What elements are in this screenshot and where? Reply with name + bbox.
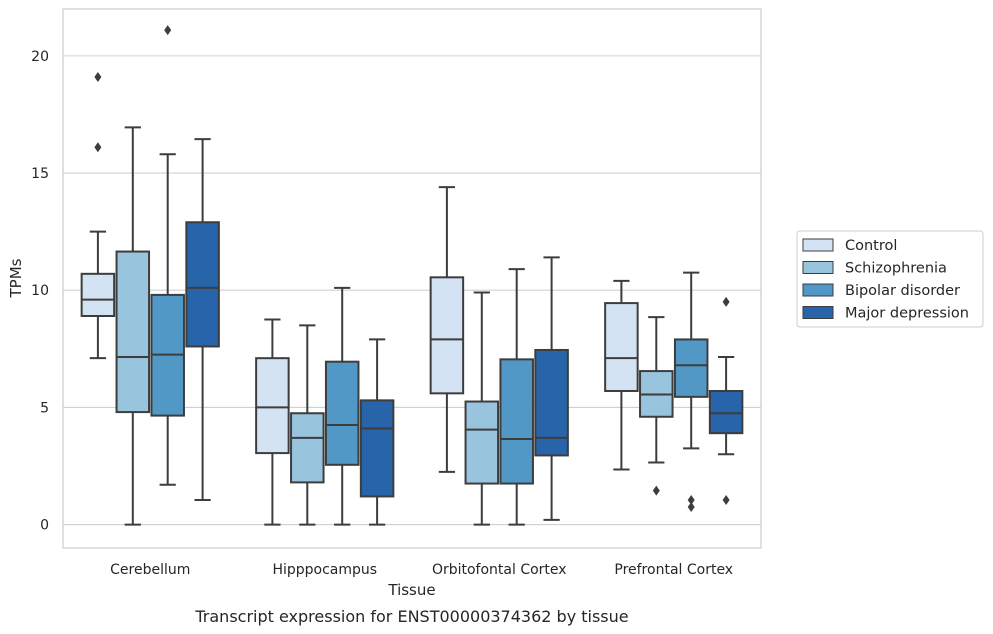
chart-caption: Transcript expression for ENST0000037436…	[194, 607, 628, 626]
legend-label: Control	[845, 238, 897, 254]
outlier-point	[652, 485, 660, 496]
box-schizophrenia	[290, 324, 325, 526]
y-tick-label: 20	[31, 49, 49, 65]
plot-area-frame	[62, 8, 762, 549]
box-iqr	[255, 357, 290, 455]
box-iqr	[80, 272, 116, 317]
box-iqr	[429, 276, 465, 395]
box-control	[255, 318, 290, 526]
x-axis-ticks: Cerebellum Hipppocampus Orbitofontal Corte…	[110, 562, 733, 578]
box-plot-series	[80, 25, 744, 526]
box-iqr	[499, 358, 534, 485]
x-tick-label: Hipppocampus	[272, 562, 377, 578]
x-axis-title: Tissue	[387, 581, 435, 599]
outlier-point	[94, 71, 102, 82]
box-bipolar-disorder	[150, 25, 185, 486]
box-iqr	[673, 338, 709, 398]
box-iqr	[115, 250, 151, 414]
box-major-depression	[534, 256, 569, 521]
box-schizophrenia	[115, 126, 151, 526]
y-axis-title: TPMs	[7, 258, 25, 298]
box-schizophrenia	[639, 316, 674, 496]
outlier-point	[722, 494, 730, 505]
box-iqr	[290, 412, 325, 484]
box-iqr	[708, 389, 744, 435]
box-major-depression	[359, 338, 395, 526]
y-tick-label: 15	[31, 166, 49, 182]
outlier-point	[687, 494, 695, 505]
legend: Control Schizophrenia Bipolar disorder Majo…	[796, 230, 984, 328]
box-control	[604, 279, 639, 471]
box-iqr	[464, 400, 500, 485]
legend-swatch	[802, 261, 834, 274]
box-iqr	[534, 348, 569, 457]
box-bipolar-disorder	[673, 271, 709, 512]
box-bipolar-disorder	[499, 268, 534, 526]
outlier-point	[164, 25, 172, 36]
box-iqr	[324, 360, 360, 466]
legend-label: Bipolar disorder	[845, 283, 960, 299]
legend-label: Major depression	[845, 306, 969, 322]
legend-frame	[796, 230, 984, 328]
y-tick-label: 0	[40, 518, 49, 534]
outlier-point	[722, 296, 730, 307]
box-bipolar-disorder	[324, 286, 360, 526]
legend-swatch	[802, 283, 834, 297]
box-control	[429, 186, 465, 473]
box-iqr	[604, 302, 639, 392]
x-tick-label: Prefrontal Cortex	[614, 562, 733, 578]
outlier-point	[94, 142, 102, 153]
y-axis-ticks: 0 5 10 15 20	[31, 49, 49, 534]
legend-label: Schizophrenia	[845, 261, 947, 277]
box-major-depression	[708, 296, 744, 505]
box-schizophrenia	[464, 291, 500, 526]
y-tick-label: 5	[40, 400, 49, 416]
x-tick-label: Orbitofontal Cortex	[432, 562, 567, 578]
y-tick-label: 10	[31, 283, 49, 299]
x-tick-label: Cerebellum	[110, 562, 190, 578]
box-major-depression	[185, 138, 220, 501]
box-iqr	[359, 399, 395, 498]
outlier-point	[687, 501, 695, 512]
legend-swatch	[802, 238, 834, 252]
box-control	[80, 71, 116, 360]
legend-swatch	[802, 306, 834, 319]
box-iqr	[185, 221, 220, 348]
